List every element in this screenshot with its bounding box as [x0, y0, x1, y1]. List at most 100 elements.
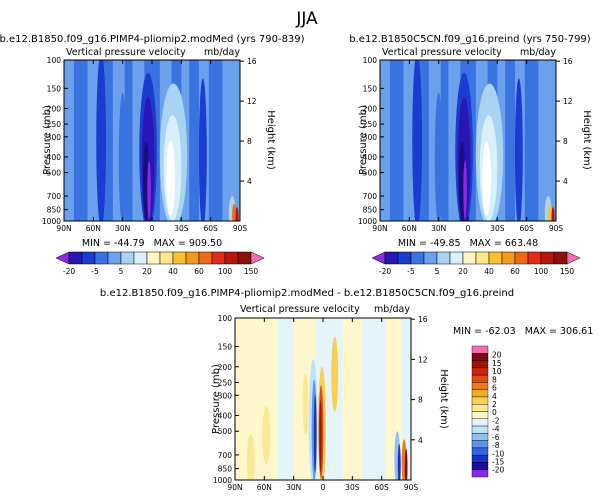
- x-tick-label: 90S: [549, 224, 564, 233]
- polar-hot: [548, 203, 553, 221]
- panel-a-units: mb/day: [204, 47, 240, 58]
- y2-tick-label: 16: [418, 315, 428, 324]
- colorbar-swatch: [462, 251, 477, 265]
- x-tick-label: 60S: [375, 483, 390, 492]
- colorbar-swatch: [397, 251, 412, 265]
- panel-c-stats: MIN = -62.03 MAX = 306.61: [453, 326, 593, 337]
- y-tick-label: 300: [218, 391, 233, 400]
- colorbar-label: 100: [534, 267, 549, 276]
- y-tick-label: 200: [218, 363, 233, 372]
- y-tick-label: 150: [218, 343, 233, 352]
- panel-b-subtitle: Vertical pressure velocity: [382, 47, 502, 58]
- ascent-band-nh: [412, 60, 423, 221]
- subsidence-core: [166, 141, 175, 216]
- colorbar-label: -5: [407, 267, 415, 276]
- colorbar-swatch: [224, 251, 239, 265]
- diff-upper-patch: [331, 336, 339, 412]
- y2-tick-label: 12: [563, 97, 573, 106]
- field-band: [448, 60, 461, 221]
- colorbar-swatch: [384, 251, 399, 265]
- field-band: [112, 60, 125, 221]
- colorbar-swatch: [553, 251, 568, 265]
- y2-tick-label: 4: [418, 436, 423, 445]
- x-tick-label: 0: [466, 224, 471, 233]
- colorbar-swatch: [471, 404, 489, 412]
- diff-nh-mid-patch: [262, 406, 271, 465]
- colorbar-swatch: [471, 360, 489, 369]
- ascent-band-nh: [96, 60, 107, 221]
- x-tick-label: 30S: [490, 224, 505, 233]
- colorbar-swatch: [471, 396, 489, 405]
- colorbar-swatch: [172, 251, 187, 265]
- colorbar-label: -20: [63, 267, 75, 276]
- panel-c-subtitle: Vertical pressure velocity: [240, 304, 360, 315]
- y-tick-label: 400: [363, 153, 378, 162]
- y-tick-label: 250: [363, 120, 378, 129]
- field-band: [417, 60, 429, 221]
- colorbar-swatch: [471, 353, 489, 361]
- y-tick-label: 850: [47, 206, 62, 215]
- colorbar-swatch: [146, 251, 161, 265]
- field-band: [428, 60, 441, 221]
- field-band: [380, 60, 390, 221]
- y-tick-label: 700: [363, 192, 378, 201]
- panel-b-title: b.e12.B1850C5CN.f09_g16.preind (yrs 750-…: [349, 34, 591, 45]
- diff-polar-pos: [404, 448, 408, 480]
- field-band: [73, 60, 88, 221]
- panel-c: b.e12.B1850.f09_g16.PIMP4-pliomip2.modMe…: [100, 288, 593, 492]
- ascent-center: [463, 160, 467, 220]
- colorbar-label: 20: [492, 351, 502, 360]
- y2-tick-label: 16: [247, 57, 257, 66]
- panel-c-axes: 90N 60N 30N 0 30S 60S 90S 100 150 200 250 300 400 500…: [213, 314, 428, 492]
- y2-tick-label: 12: [418, 355, 428, 364]
- colorbar-label: 10: [492, 367, 502, 376]
- colorbar-label: 4: [492, 392, 497, 401]
- panel-c-y2label: Height (km): [438, 369, 449, 429]
- polar-peak: [235, 207, 239, 221]
- colorbar-swatch: [423, 251, 438, 265]
- y-tick-label: 500: [218, 427, 233, 436]
- y-tick-label: 200: [47, 104, 62, 113]
- colorbar-label: 2: [492, 400, 497, 409]
- y2-tick-label: 4: [563, 177, 568, 186]
- ascent-center: [147, 160, 151, 220]
- panel-a-title: b.e12.B1850.f09_g16.PIMP4-pliomip2.modMe…: [0, 34, 305, 45]
- y-tick-label: 400: [218, 412, 233, 421]
- field-band: [132, 60, 145, 221]
- field-band: [538, 60, 556, 221]
- colorbar-label: 20: [458, 267, 468, 276]
- panel-a-y2label: Height (km): [265, 110, 276, 170]
- y-tick-label: 700: [218, 451, 233, 460]
- colorbar-swatch: [68, 251, 83, 265]
- colorbar-swatch: [540, 251, 555, 265]
- field-band: [101, 60, 113, 221]
- x-tick-label: 60S: [520, 224, 535, 233]
- colorbar-label: 15: [492, 359, 502, 368]
- x-tick-label: 0: [150, 224, 155, 233]
- field-band: [124, 60, 133, 221]
- ascent-band-subtrop: [118, 92, 127, 221]
- colorbar-label: -6: [492, 433, 500, 442]
- y-tick-label: 150: [47, 84, 62, 93]
- colorbar-swatch: [185, 251, 200, 265]
- panel-b-axes: 90N 60N 30N 0 30S 60S 90S 100 150 200 250 300 400 500…: [358, 56, 573, 233]
- panel-b: b.e12.B1850C5CN.f09_g16.preind (yrs 750-…: [349, 34, 592, 276]
- y-tick-label: 400: [47, 153, 62, 162]
- field-band: [189, 60, 199, 221]
- polar-hot: [232, 203, 237, 221]
- colorbar-swatch: [475, 251, 490, 265]
- y-tick-label: 850: [218, 465, 233, 474]
- colorbar-swatch: [527, 251, 542, 265]
- colorbar-swatch: [211, 251, 226, 265]
- colorbar-swatch: [471, 382, 489, 390]
- panel-c-title: b.e12.B1850.f09_g16.PIMP4-pliomip2.modMe…: [100, 288, 514, 299]
- y2-tick-label: 12: [247, 97, 257, 106]
- colorbar-label: 60: [510, 267, 520, 276]
- ascent-band-sh: [198, 78, 207, 221]
- field-band: [64, 60, 74, 221]
- colorbar-label: 100: [218, 267, 233, 276]
- colorbar-swatch: [94, 251, 109, 265]
- panel-c-field: [235, 318, 411, 480]
- y-tick-label: 100: [47, 56, 62, 65]
- colorbar-label: -2: [492, 416, 500, 425]
